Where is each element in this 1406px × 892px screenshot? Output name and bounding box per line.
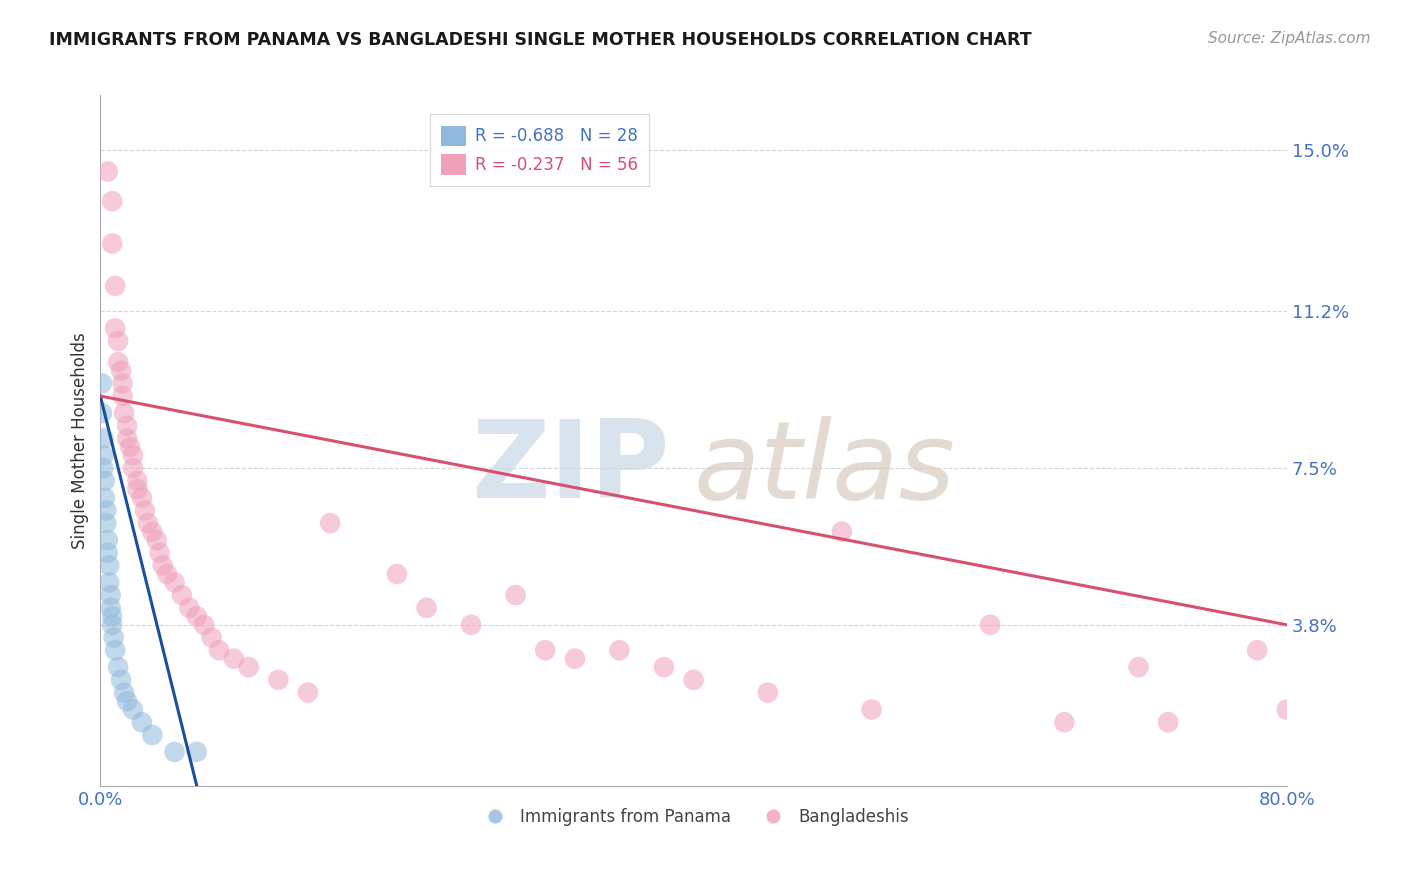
Point (112, 406, 135, 420)
Point (652, 660, 675, 674)
Point (170, 588, 193, 602)
Point (200, 631, 222, 645)
Point (415, 600, 437, 615)
Point (110, 673, 132, 687)
Point (101, 617, 124, 632)
Point (107, 334, 129, 348)
Point (152, 558, 174, 573)
Point (91, 431, 114, 445)
Point (860, 702, 883, 716)
Point (110, 364, 132, 378)
Point (1053, 715, 1076, 730)
Point (1157, 715, 1180, 730)
Point (122, 461, 145, 475)
Point (96, 503, 118, 517)
Point (505, 588, 527, 602)
Point (682, 673, 704, 687)
Point (97, 533, 120, 547)
Point (831, 524, 853, 539)
Point (115, 431, 138, 445)
Point (104, 321, 127, 335)
Point (1246, 643, 1268, 657)
Point (193, 617, 215, 632)
Point (145, 533, 167, 547)
Point (756, 685, 779, 699)
Point (534, 643, 557, 657)
Point (134, 503, 156, 517)
Point (186, 609, 208, 624)
Point (136, 516, 159, 530)
Legend: Immigrants from Panama, Bangladeshis: Immigrants from Panama, Bangladeshis (472, 801, 915, 833)
Point (163, 745, 186, 759)
Point (208, 643, 231, 657)
Point (156, 566, 179, 581)
Point (267, 673, 290, 687)
Y-axis label: Single Mother Households: Single Mother Households (72, 332, 89, 549)
Point (103, 631, 125, 645)
Point (1275, 702, 1298, 716)
Point (101, 194, 124, 209)
Point (1128, 660, 1150, 674)
Point (91, 461, 114, 475)
Point (460, 617, 482, 632)
Point (98, 575, 121, 590)
Text: ZIP: ZIP (471, 415, 669, 521)
Point (385, 566, 408, 581)
Point (122, 702, 145, 716)
Point (115, 418, 138, 433)
Point (104, 643, 127, 657)
Text: IMMIGRANTS FROM PANAMA VS BANGLADESHI SINGLE MOTHER HOUSEHOLDS CORRELATION CHART: IMMIGRANTS FROM PANAMA VS BANGLADESHI SI… (49, 31, 1032, 49)
Point (101, 236, 124, 251)
Point (98, 558, 121, 573)
Point (112, 685, 135, 699)
Point (118, 440, 141, 454)
Point (111, 376, 134, 391)
Point (100, 588, 122, 602)
Point (131, 491, 153, 505)
Point (163, 575, 186, 590)
Point (97, 164, 120, 178)
Point (238, 660, 260, 674)
Point (609, 643, 631, 657)
Point (97, 546, 120, 560)
Point (127, 482, 149, 496)
Point (90, 376, 112, 391)
Point (319, 516, 342, 530)
Point (179, 600, 201, 615)
Point (127, 474, 149, 488)
Point (564, 651, 586, 665)
Point (149, 546, 172, 560)
Point (91, 448, 114, 462)
Point (111, 389, 134, 403)
Point (297, 685, 319, 699)
Point (115, 694, 138, 708)
Point (141, 728, 163, 742)
Text: Source: ZipAtlas.com: Source: ZipAtlas.com (1208, 31, 1371, 46)
Point (101, 609, 124, 624)
Point (100, 600, 122, 615)
Point (94, 474, 117, 488)
Point (94, 491, 117, 505)
Point (96, 516, 118, 530)
Point (104, 279, 127, 293)
Point (186, 745, 208, 759)
Point (107, 355, 129, 369)
Text: atlas: atlas (693, 416, 956, 521)
Point (979, 617, 1001, 632)
Point (222, 651, 245, 665)
Point (131, 715, 153, 730)
Point (90, 406, 112, 420)
Point (122, 448, 145, 462)
Point (107, 660, 129, 674)
Point (141, 524, 163, 539)
